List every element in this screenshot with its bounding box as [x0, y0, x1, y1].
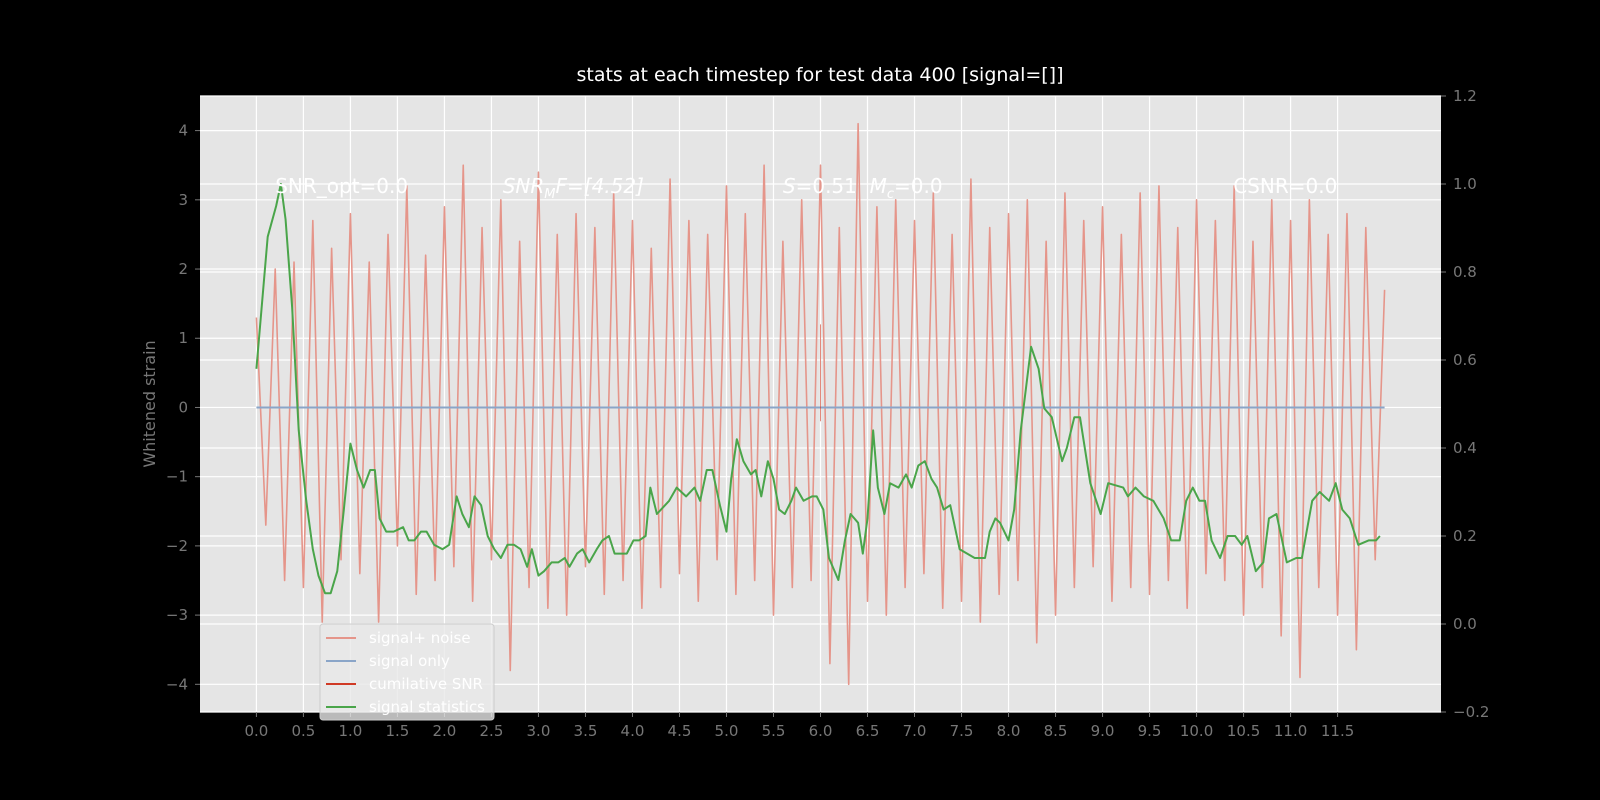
y2-tick-label: 0.0: [1453, 615, 1477, 633]
annotation: CSNR=0.0: [1233, 174, 1337, 198]
y-tick-label: 0: [178, 398, 188, 416]
x-tick-label: 0.0: [244, 722, 268, 740]
y-tick-label: 2: [178, 260, 188, 278]
y-tick-label: −4: [166, 675, 188, 693]
x-tick-label: 9.5: [1138, 722, 1162, 740]
y-tick-label: 1: [178, 329, 188, 347]
annotation: SNRMF=[4.52]: [503, 174, 644, 202]
y2-tick-label: 0.8: [1453, 263, 1477, 281]
y2-tick-label: 1.2: [1453, 87, 1477, 105]
x-tick-label: 1.5: [386, 722, 410, 740]
series-line: [255, 122, 1386, 686]
marks: [255, 122, 1386, 686]
x-tick-label: 3.0: [527, 722, 551, 740]
annotation-part: CSNR=0.0: [1233, 174, 1337, 198]
legend-label: signal statistics: [369, 698, 485, 716]
x-tick-label: 0.5: [291, 722, 315, 740]
annotation-part: SNR: [503, 174, 545, 198]
y-tick-label: 3: [178, 191, 188, 209]
y-tick-label: −1: [166, 468, 188, 486]
annotation: SNR_opt=0.0: [275, 174, 408, 198]
x-tick-label: 10.5: [1227, 722, 1260, 740]
y-tick-label: −2: [166, 537, 188, 555]
annotation-part: M: [870, 174, 887, 198]
legend-label: cumilative SNR: [369, 675, 483, 693]
ticks: −4 −3 −2 −1 0 1 2 3 4 −0.2 0.0 0.2 0.4 0.6 0.8 1.0 1.2 0.…: [166, 87, 1490, 740]
annotation-part: M: [544, 187, 555, 202]
x-tick-label: 2.0: [433, 722, 457, 740]
x-tick-label: 2.5: [480, 722, 504, 740]
x-tick-label: 5.5: [762, 722, 786, 740]
annotation-part: F=[4.52]: [556, 174, 644, 198]
x-tick-label: 10.0: [1180, 722, 1213, 740]
x-tick-label: 11.0: [1274, 722, 1307, 740]
series-line: [255, 183, 1381, 595]
x-tick-label: 4.0: [621, 722, 645, 740]
legend-label: signal only: [369, 652, 450, 670]
y2-tick-label: 1.0: [1453, 175, 1477, 193]
chart-title: stats at each timestep for test data 400…: [576, 64, 1063, 86]
x-tick-label: 1.0: [338, 722, 362, 740]
x-tick-label: 7.0: [903, 722, 927, 740]
y-tick-label: −3: [166, 606, 188, 624]
x-tick-label: 8.5: [1044, 722, 1068, 740]
x-tick-label: 6.5: [856, 722, 880, 740]
y2-tick-label: 0.6: [1453, 351, 1477, 369]
x-tick-label: 9.0: [1091, 722, 1115, 740]
y2-tick-label: −0.2: [1453, 703, 1489, 721]
legend-box: [319, 623, 495, 721]
x-tick-label: 4.5: [668, 722, 692, 740]
annotation-part: S: [783, 174, 796, 198]
y-tick-label: 4: [178, 122, 188, 140]
annotation: S=0.51 Mc=0.0: [783, 174, 943, 202]
x-tick-label: 7.5: [950, 722, 974, 740]
annotation-part: =0.0: [894, 174, 943, 198]
legend-label: signal+ noise: [369, 629, 471, 647]
x-tick-label: 3.5: [574, 722, 598, 740]
y2-tick-label: 0.2: [1453, 527, 1477, 545]
x-tick-label: 11.5: [1321, 722, 1354, 740]
annotation-part: c: [887, 187, 894, 202]
annotation-part: SNR_opt=0.0: [275, 174, 408, 198]
y-axis-label: Whitened strain: [140, 340, 159, 467]
x-tick-label: 6.0: [809, 722, 833, 740]
annotations: SNR_opt=0.0 SNRMF=[4.52] S=0.51 Mc=0.0 CSNR…: [275, 174, 1337, 202]
x-tick-label: 5.0: [715, 722, 739, 740]
x-tick-label: 8.0: [997, 722, 1021, 740]
legend: signal+ noise signal only cumilative SNR si…: [319, 623, 495, 721]
annotation-part: =0.51: [796, 174, 870, 198]
y2-tick-label: 0.4: [1453, 439, 1477, 457]
